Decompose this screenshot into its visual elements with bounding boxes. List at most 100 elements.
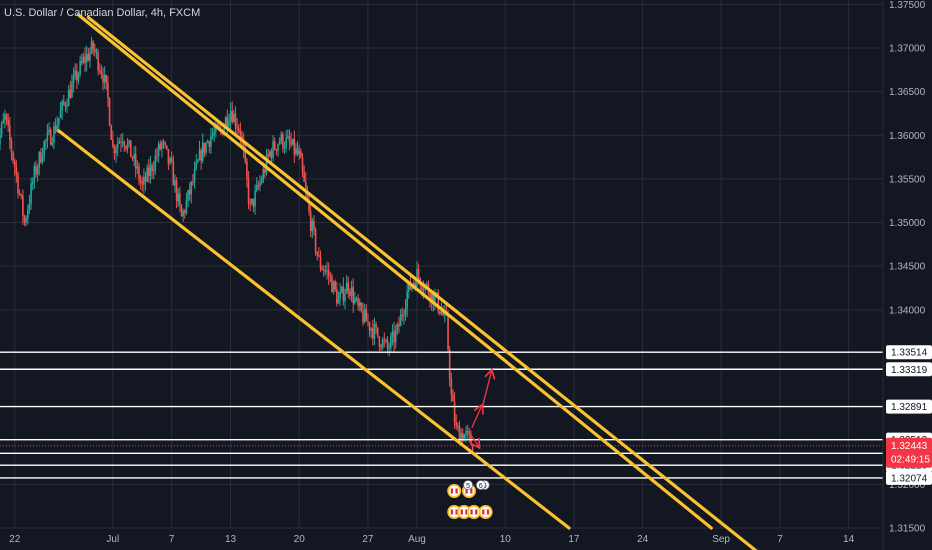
- projection-arrows[interactable]: [472, 371, 492, 447]
- candle-body: [211, 134, 214, 136]
- candle: [257, 180, 260, 191]
- candle-body: [76, 70, 78, 81]
- horizontal-levels[interactable]: [0, 351, 883, 479]
- candle-body: [136, 166, 139, 169]
- candle-body: [201, 142, 204, 161]
- candle-body: [74, 70, 77, 76]
- event-flag-icon[interactable]: [466, 505, 481, 519]
- current-price-badge[interactable]: [886, 437, 932, 468]
- candle-body: [298, 151, 301, 155]
- price-axis[interactable]: 1.37500 1.37000 1.36500 1.36000 1.35500 1.350…: [886, 0, 932, 535]
- candle: [322, 265, 325, 277]
- time-tick-label: 27: [362, 534, 374, 545]
- event-count-badge[interactable]: 5: [463, 480, 474, 490]
- event-flag-icon[interactable]: [447, 484, 462, 498]
- event-flag-icon[interactable]: [457, 505, 472, 519]
- candle-body: [247, 179, 250, 203]
- candle-body: [283, 147, 286, 149]
- candle: [383, 332, 386, 348]
- candle: [174, 174, 176, 193]
- candle: [336, 281, 338, 307]
- candle-body: [290, 141, 292, 145]
- channel-line-middle[interactable]: [76, 13, 713, 530]
- candle: [365, 304, 368, 322]
- event-count-badge[interactable]: 6: [475, 480, 486, 490]
- candle-body: [304, 181, 307, 191]
- candle-body: [336, 289, 338, 304]
- candle-body: [2, 119, 5, 124]
- candle: [100, 64, 103, 80]
- projection-arrow[interactable]: [472, 436, 479, 446]
- candle-body: [300, 151, 302, 158]
- candle-body: [161, 142, 163, 149]
- candle-body: [275, 149, 278, 151]
- candle-body: [442, 311, 444, 316]
- candle: [246, 158, 248, 188]
- candle-body: [121, 141, 124, 143]
- candle: [51, 136, 54, 147]
- candle-body: [138, 166, 140, 181]
- event-badges[interactable]: 656: [447, 480, 493, 520]
- candle: [33, 162, 36, 190]
- badge-count: 5: [466, 483, 470, 490]
- candle-body: [95, 51, 98, 53]
- candle-body: [183, 210, 186, 213]
- candle: [380, 343, 382, 352]
- candle-body: [198, 149, 201, 161]
- candle: [4, 109, 6, 129]
- candle: [164, 141, 166, 149]
- projection-arrow[interactable]: [482, 371, 492, 406]
- candle-body: [396, 324, 399, 331]
- candle: [291, 138, 294, 146]
- candle-body: [272, 141, 274, 158]
- candle: [38, 150, 41, 176]
- candle-body: [62, 101, 65, 104]
- candle: [193, 161, 196, 189]
- time-axis[interactable]: 22 Jul 7 13 20 27 Aug 10 17 24 Sep 7 14: [9, 534, 855, 545]
- event-flag-icon[interactable]: [478, 505, 493, 519]
- candle: [350, 280, 353, 302]
- candle-body: [226, 117, 229, 126]
- candle-body: [143, 176, 145, 185]
- current-price-label: 1.32443: [891, 441, 928, 452]
- candle-body: [360, 302, 363, 312]
- channel-line-lower[interactable]: [57, 129, 571, 530]
- candle-body: [59, 110, 62, 119]
- candle: [188, 182, 191, 201]
- channel-line-upper[interactable]: [86, 15, 760, 550]
- candle-body: [54, 126, 57, 132]
- time-tick-label: 7: [169, 534, 175, 545]
- channel-lines[interactable]: [57, 13, 760, 550]
- price-tick-label: 1.37500: [889, 0, 926, 11]
- candle: [381, 337, 384, 351]
- candle-body: [48, 129, 50, 133]
- candle: [125, 145, 127, 152]
- candle-body: [0, 134, 1, 145]
- candle-body: [314, 229, 317, 252]
- candle: [113, 144, 116, 160]
- candle-body: [285, 137, 287, 148]
- candle: [72, 67, 75, 93]
- candle: [107, 75, 109, 108]
- candle-body: [77, 73, 80, 81]
- candle: [357, 293, 359, 311]
- candle: [175, 177, 178, 209]
- candle: [457, 422, 459, 432]
- level-price-label: 1.33319: [891, 365, 928, 376]
- candle: [30, 177, 32, 210]
- candle-body: [157, 144, 160, 157]
- candle-body: [260, 180, 263, 183]
- time-tick-label: 20: [294, 534, 306, 545]
- candle: [40, 148, 42, 164]
- candle-body: [182, 210, 184, 217]
- candle: [201, 133, 204, 164]
- price-tick-label: 1.31500: [889, 524, 926, 535]
- candle-body: [319, 256, 322, 268]
- candle-body: [368, 322, 371, 331]
- event-flag-icon[interactable]: [447, 505, 462, 519]
- projection-arrow[interactable]: [471, 406, 482, 428]
- chart-title: U.S. Dollar / Canadian Dollar, 4h, FXCM: [4, 7, 200, 19]
- candle-body: [347, 282, 350, 292]
